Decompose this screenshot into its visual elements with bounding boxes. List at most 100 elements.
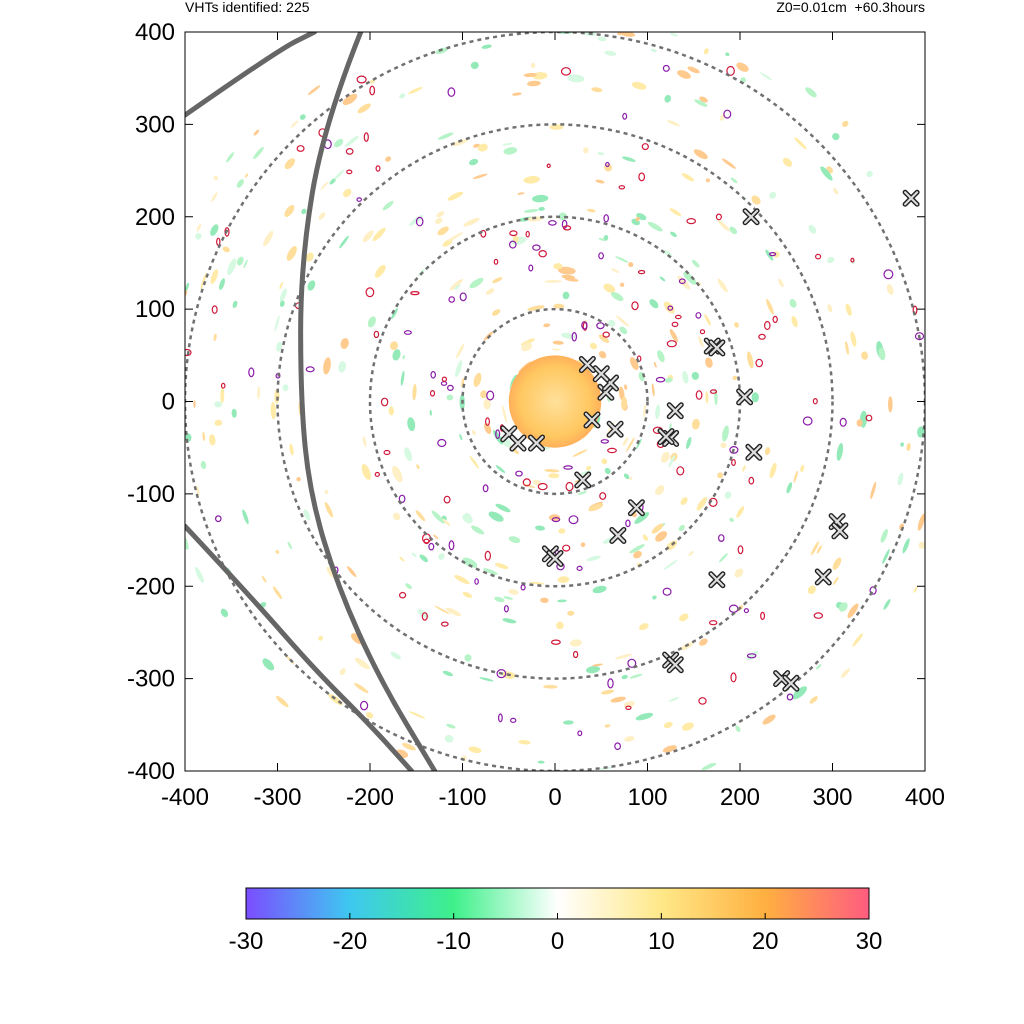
anomaly-blob	[484, 422, 492, 435]
vht-marker	[609, 526, 627, 544]
vht-marker	[509, 434, 527, 452]
vht-marker-fill	[774, 671, 789, 686]
anomaly-blob	[552, 348, 561, 351]
anomaly-blob	[670, 231, 677, 238]
anomaly-blob	[729, 517, 734, 523]
anomaly-blob	[243, 259, 248, 269]
vht-marker	[666, 402, 684, 420]
vht-marker-fill	[709, 340, 724, 356]
colorbar-tick-label: -30	[229, 928, 264, 955]
contour-loop	[814, 253, 822, 260]
anomaly-blob	[651, 523, 664, 534]
contour-loop	[441, 376, 447, 382]
contour-loop	[495, 429, 501, 440]
anomaly-blob	[663, 721, 673, 729]
anomaly-blob	[686, 437, 692, 449]
vht-marker	[657, 428, 675, 446]
anomaly-blob	[523, 209, 539, 213]
contour-loop	[421, 612, 428, 621]
vht-marker	[708, 571, 726, 589]
anomaly-blob	[603, 235, 609, 241]
anomaly-blob	[231, 408, 237, 418]
anomaly-blob	[307, 280, 316, 291]
anomaly-blob	[400, 370, 405, 386]
anomaly-blob	[705, 178, 710, 183]
contour-loop	[743, 608, 750, 614]
contour-loop	[631, 301, 639, 311]
anomaly-blob	[558, 212, 567, 221]
contour-loop	[220, 382, 226, 389]
anomaly-blob	[742, 465, 746, 472]
contour-loop	[562, 225, 572, 231]
time-height-label: Z0=0.01cm +60.3hours	[776, 0, 925, 15]
anomaly-blob	[598, 334, 609, 343]
contour-loop	[551, 517, 561, 523]
anomaly-blob	[832, 132, 840, 141]
anomaly-blob	[729, 226, 738, 235]
colorbar-tick-label: -10	[436, 928, 471, 955]
anomaly-blob	[652, 595, 657, 600]
anomaly-blob	[392, 465, 403, 483]
anomaly-blob	[556, 621, 564, 630]
anomaly-blob	[548, 473, 560, 479]
contour-loop	[459, 292, 467, 302]
anomaly-blob	[800, 464, 805, 473]
anomaly-blob	[751, 392, 759, 403]
anomaly-blob	[882, 549, 890, 564]
vht-marker-fill	[529, 435, 544, 451]
anomaly-blob	[629, 544, 645, 554]
vht-marker	[578, 356, 596, 374]
contour-loop	[440, 621, 449, 627]
anomaly-blob	[694, 99, 708, 107]
anomaly-blob	[242, 509, 249, 525]
anomaly-blob	[653, 361, 657, 368]
anomaly-blob	[442, 670, 453, 677]
contour-loop	[356, 75, 367, 84]
anomaly-blob	[570, 639, 582, 647]
anomaly-blob	[274, 315, 280, 332]
contour-loop	[662, 64, 670, 72]
anomaly-blob	[721, 158, 736, 169]
anomaly-blob	[447, 191, 464, 201]
anomaly-blob	[561, 274, 576, 280]
anomaly-blob	[913, 586, 918, 593]
anomaly-blob	[631, 81, 647, 90]
anomaly-blob	[367, 316, 376, 328]
contour-loop	[802, 416, 813, 426]
anomaly-blob	[222, 246, 230, 253]
contour-loop	[699, 329, 706, 335]
anomaly-blob	[282, 384, 289, 392]
contour-loop	[365, 287, 375, 298]
contour-loop	[428, 542, 435, 551]
anomaly-blob	[408, 87, 423, 94]
anomaly-blob	[431, 510, 445, 524]
contour-loop	[360, 700, 369, 711]
anomaly-blob	[604, 467, 611, 475]
anomaly-blob	[657, 350, 665, 363]
anomaly-blob	[446, 394, 454, 401]
colorbar-tick-label: 0	[551, 928, 564, 955]
anomaly-blob	[717, 278, 728, 293]
anomaly-blob	[512, 92, 522, 96]
anomaly-blob	[549, 124, 564, 130]
anomaly-blob	[628, 262, 634, 268]
anomaly-blob	[557, 599, 567, 603]
anomaly-blob	[434, 605, 450, 615]
contour-loop	[448, 540, 455, 551]
anomaly-blob	[633, 551, 642, 559]
anomaly-blob	[210, 224, 219, 236]
anomaly-blob	[415, 510, 426, 522]
anomaly-blob	[449, 278, 464, 291]
anomaly-blob	[704, 314, 711, 326]
contour-loop	[415, 216, 424, 227]
contour-loop	[496, 668, 507, 679]
anomaly-blob	[402, 743, 416, 751]
anomaly-blob	[880, 528, 888, 543]
anomaly-blob	[667, 120, 680, 127]
contour-loop	[493, 258, 499, 265]
anomaly-blob	[213, 175, 219, 181]
anomaly-blob	[614, 653, 633, 660]
anomaly-blob	[535, 525, 545, 531]
vht-marker-fill	[904, 191, 919, 206]
contour-loop	[509, 230, 518, 237]
